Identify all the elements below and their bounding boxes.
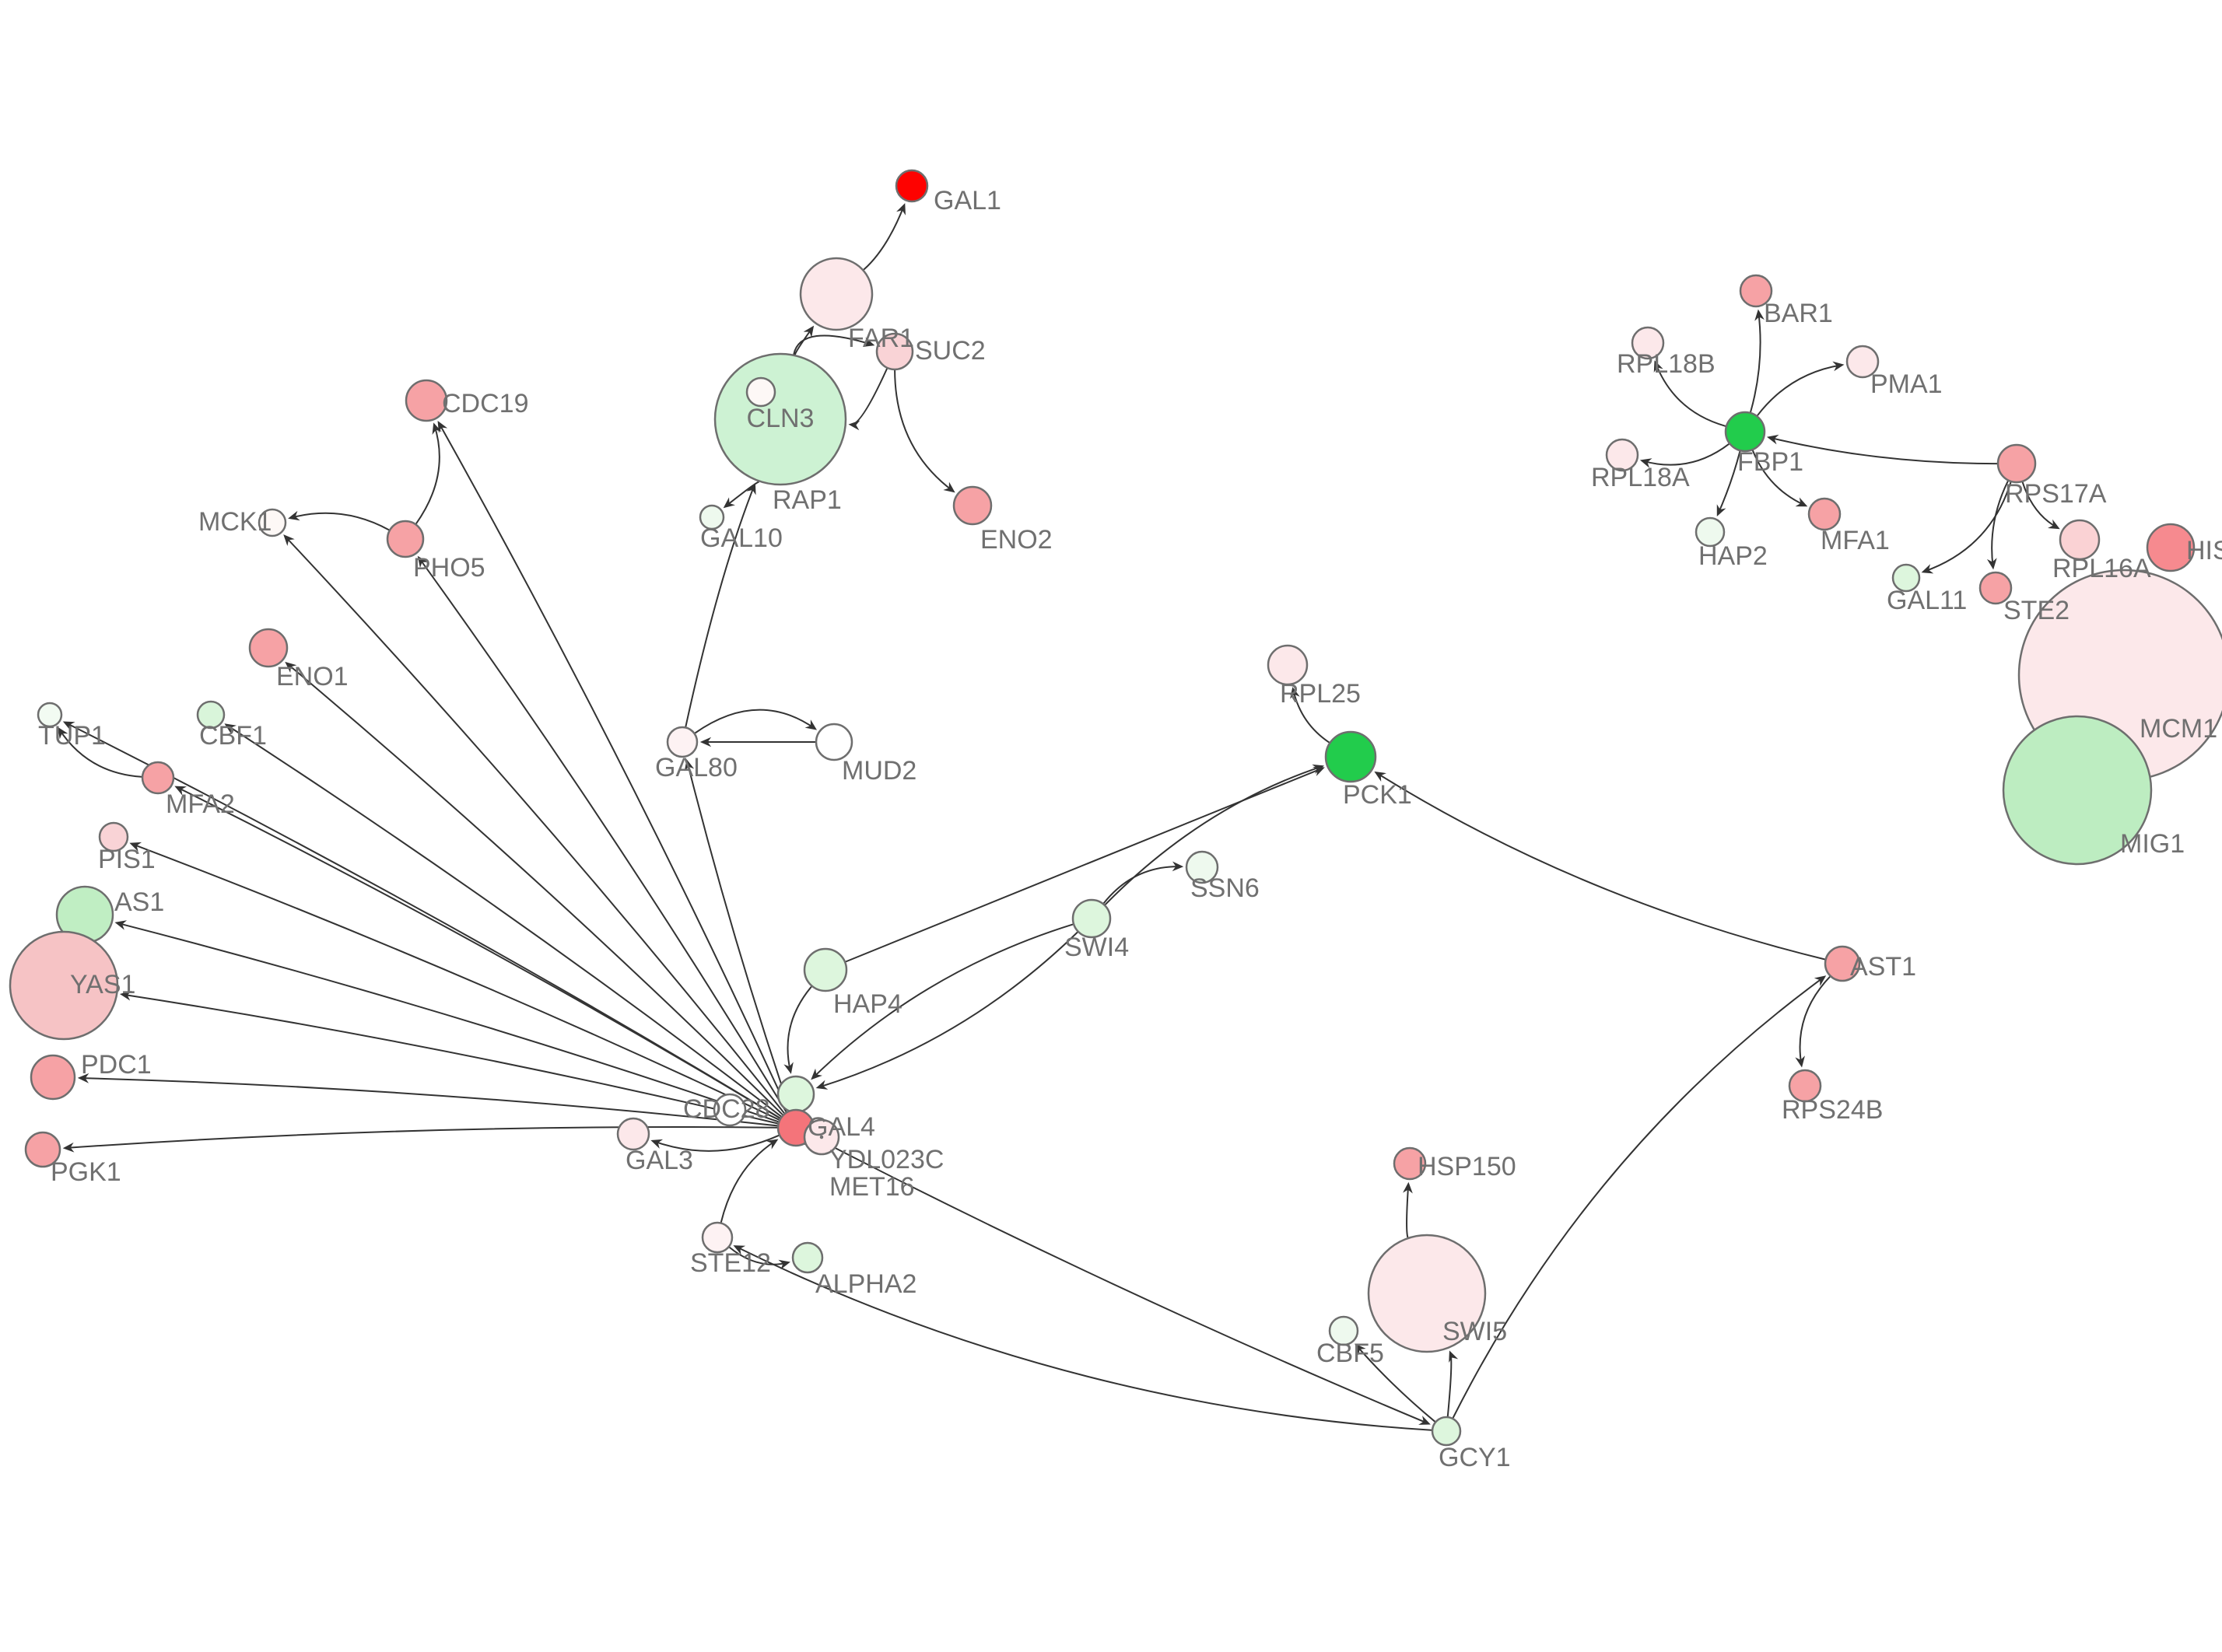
svg-text:ENO2: ENO2 bbox=[980, 525, 1053, 555]
svg-text:PMA1: PMA1 bbox=[1870, 369, 1943, 399]
svg-text:HSP150: HSP150 bbox=[1418, 1152, 1516, 1181]
svg-text:CDC19: CDC19 bbox=[442, 389, 528, 418]
svg-text:YAS1: YAS1 bbox=[70, 970, 135, 999]
svg-text:MCM1: MCM1 bbox=[2140, 714, 2217, 744]
svg-text:RPS17A: RPS17A bbox=[2005, 479, 2107, 509]
svg-text:CBF1: CBF1 bbox=[199, 721, 267, 751]
svg-text:PHO5: PHO5 bbox=[413, 553, 485, 583]
svg-text:SWI4: SWI4 bbox=[1064, 933, 1129, 962]
svg-text:CBF5: CBF5 bbox=[1316, 1339, 1384, 1368]
svg-text:FBP1: FBP1 bbox=[1737, 447, 1803, 477]
svg-text:RPL25: RPL25 bbox=[1280, 679, 1361, 709]
svg-text:HAP2: HAP2 bbox=[1698, 541, 1768, 571]
svg-text:AST1: AST1 bbox=[1850, 952, 1916, 982]
svg-text:PGK1: PGK1 bbox=[51, 1157, 121, 1187]
svg-text:ENO1: ENO1 bbox=[276, 662, 349, 691]
svg-text:GAL10: GAL10 bbox=[700, 523, 783, 553]
svg-text:RPL18A: RPL18A bbox=[1591, 463, 1690, 492]
svg-text:MET16: MET16 bbox=[829, 1172, 915, 1202]
svg-text:STE2: STE2 bbox=[2003, 596, 2070, 625]
svg-text:GCY1: GCY1 bbox=[1439, 1443, 1511, 1472]
svg-text:GAL11: GAL11 bbox=[1887, 586, 1967, 615]
svg-text:TUP1: TUP1 bbox=[38, 721, 106, 751]
svg-text:HIS4: HIS4 bbox=[2186, 536, 2222, 565]
svg-text:SUC2: SUC2 bbox=[915, 336, 986, 366]
svg-text:RAP1: RAP1 bbox=[773, 485, 842, 515]
svg-text:PIS1: PIS1 bbox=[98, 845, 156, 874]
svg-text:PDC1: PDC1 bbox=[81, 1050, 152, 1080]
svg-text:HAP4: HAP4 bbox=[833, 989, 902, 1019]
svg-text:RPS24B: RPS24B bbox=[1782, 1095, 1883, 1125]
svg-text:MFA2: MFA2 bbox=[166, 789, 235, 819]
svg-text:STE12: STE12 bbox=[690, 1248, 771, 1278]
svg-text:GAL3: GAL3 bbox=[626, 1146, 693, 1175]
svg-text:PCK1: PCK1 bbox=[1343, 780, 1412, 810]
svg-text:MIG1: MIG1 bbox=[2120, 829, 2185, 859]
svg-text:SSN6: SSN6 bbox=[1190, 873, 1260, 903]
svg-text:CLN3: CLN3 bbox=[747, 404, 815, 433]
svg-text:CDC28: CDC28 bbox=[683, 1094, 769, 1124]
svg-text:MCK1: MCK1 bbox=[198, 507, 272, 537]
svg-text:RPL16A: RPL16A bbox=[2052, 554, 2151, 583]
svg-text:ALPHA2: ALPHA2 bbox=[815, 1269, 916, 1299]
svg-text:SWI5: SWI5 bbox=[1442, 1317, 1507, 1346]
svg-text:AS1: AS1 bbox=[114, 887, 164, 917]
svg-text:MUD2: MUD2 bbox=[842, 756, 916, 786]
svg-text:MFA1: MFA1 bbox=[1821, 526, 1890, 555]
svg-text:BAR1: BAR1 bbox=[1764, 299, 1833, 328]
svg-text:GAL4: GAL4 bbox=[808, 1112, 875, 1142]
svg-text:GAL80: GAL80 bbox=[655, 753, 738, 782]
svg-text:RPL18B: RPL18B bbox=[1617, 349, 1716, 379]
svg-text:GAL1: GAL1 bbox=[934, 186, 1001, 215]
svg-text:FAR1: FAR1 bbox=[848, 324, 914, 353]
svg-text:YDL023C: YDL023C bbox=[829, 1145, 944, 1174]
